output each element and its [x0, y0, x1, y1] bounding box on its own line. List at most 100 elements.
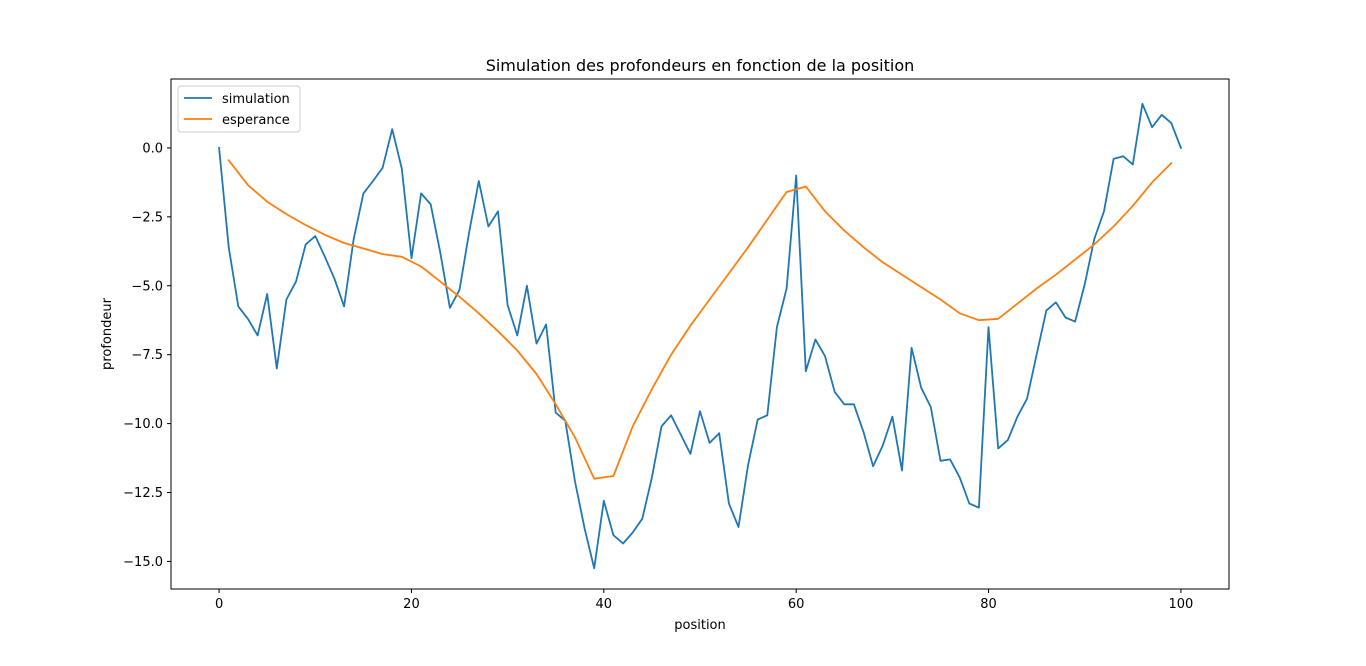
- data-point-esperance: [920, 286, 922, 288]
- data-point-esperance: [632, 425, 634, 427]
- data-point-simulation: [1007, 439, 1009, 441]
- y-tick-label: 0.0: [142, 141, 163, 156]
- data-point-esperance: [574, 436, 576, 438]
- y-axis-label: profondeur: [100, 297, 115, 370]
- data-point-esperance: [959, 312, 961, 314]
- data-point-simulation: [728, 503, 730, 505]
- y-tick-label: −2.5: [131, 210, 163, 225]
- data-point-simulation: [1026, 398, 1028, 400]
- data-point-simulation: [334, 278, 336, 280]
- data-point-esperance: [805, 186, 807, 188]
- data-point-esperance: [382, 253, 384, 255]
- data-point-simulation: [516, 334, 518, 336]
- data-point-esperance: [1016, 303, 1018, 305]
- data-point-simulation: [612, 534, 614, 536]
- data-point-simulation: [882, 445, 884, 447]
- data-point-simulation: [766, 414, 768, 416]
- y-tick-label: −10.0: [123, 417, 163, 432]
- data-point-esperance: [266, 201, 268, 203]
- data-point-esperance: [843, 230, 845, 232]
- data-point-esperance: [901, 274, 903, 276]
- data-point-esperance: [1055, 274, 1057, 276]
- plot-area-frame: [170, 78, 1230, 590]
- data-point-simulation: [891, 416, 893, 418]
- data-point-simulation: [449, 307, 451, 309]
- data-point-simulation: [978, 507, 980, 509]
- data-point-simulation: [382, 167, 384, 169]
- data-point-esperance: [343, 242, 345, 244]
- data-point-esperance: [1093, 243, 1095, 245]
- data-point-simulation: [391, 128, 393, 130]
- data-point-simulation: [603, 500, 605, 502]
- data-point-simulation: [276, 368, 278, 370]
- data-point-simulation: [218, 147, 220, 149]
- data-point-simulation: [940, 460, 942, 462]
- data-point-simulation: [468, 231, 470, 233]
- chart-title: Simulation des profondeurs en fonction d…: [486, 56, 915, 75]
- data-point-simulation: [459, 289, 461, 291]
- data-point-esperance: [247, 184, 249, 186]
- data-point-esperance: [285, 213, 287, 215]
- data-point-esperance: [1036, 288, 1038, 290]
- data-point-simulation: [805, 370, 807, 372]
- data-point-simulation: [920, 387, 922, 389]
- data-point-simulation: [776, 326, 778, 328]
- x-axis: 0 20 40 60 80 100: [215, 589, 1193, 612]
- data-point-simulation: [1161, 114, 1163, 116]
- data-point-simulation: [747, 464, 749, 466]
- data-point-esperance: [401, 256, 403, 258]
- x-tick-label: 40: [596, 597, 613, 612]
- y-tick-label: −15.0: [123, 555, 163, 570]
- data-point-esperance: [863, 246, 865, 248]
- x-tick-label: 20: [403, 597, 420, 612]
- data-point-esperance: [940, 299, 942, 301]
- data-point-simulation: [632, 532, 634, 534]
- data-point-simulation: [536, 343, 538, 345]
- data-point-simulation: [1180, 147, 1182, 149]
- data-point-simulation: [959, 476, 961, 478]
- data-point-simulation: [786, 288, 788, 290]
- data-point-simulation: [757, 419, 759, 421]
- data-point-simulation: [497, 210, 499, 212]
- legend: simulation esperance: [177, 85, 301, 133]
- data-point-simulation: [237, 305, 239, 307]
- data-point-esperance: [689, 325, 691, 327]
- data-point-simulation: [651, 476, 653, 478]
- data-point-esperance: [478, 312, 480, 314]
- data-point-simulation: [1151, 126, 1153, 128]
- data-point-simulation: [699, 410, 701, 412]
- data-point-simulation: [478, 180, 480, 182]
- data-point-simulation: [834, 391, 836, 393]
- x-tick-label: 80: [980, 597, 997, 612]
- data-point-esperance: [824, 210, 826, 212]
- data-point-simulation: [689, 453, 691, 455]
- x-tick-label: 0: [215, 597, 223, 612]
- data-point-simulation: [949, 458, 951, 460]
- data-point-simulation: [247, 318, 249, 320]
- y-tick-label: −12.5: [123, 486, 163, 501]
- data-point-esperance: [497, 330, 499, 332]
- y-axis: 0.0 −2.5 −5.0 −7.5 −10.0 −12.5 −15.0: [123, 141, 171, 570]
- data-point-esperance: [612, 475, 614, 477]
- data-point-simulation: [1132, 164, 1134, 166]
- data-point-esperance: [593, 478, 595, 480]
- data-point-esperance: [362, 248, 364, 250]
- data-point-simulation: [362, 192, 364, 194]
- data-point-esperance: [516, 350, 518, 352]
- data-point-simulation: [487, 226, 489, 228]
- data-point-esperance: [728, 272, 730, 274]
- data-point-esperance: [651, 388, 653, 390]
- x-axis-label: position: [674, 618, 726, 633]
- legend-label-esperance: esperance: [222, 113, 290, 128]
- data-point-simulation: [1016, 416, 1018, 418]
- data-point-simulation: [843, 403, 845, 405]
- data-point-esperance: [882, 261, 884, 263]
- data-point-simulation: [1113, 158, 1115, 160]
- data-point-simulation: [343, 305, 345, 307]
- data-point-simulation: [555, 412, 557, 414]
- data-point-simulation: [574, 481, 576, 483]
- data-point-simulation: [1141, 103, 1143, 105]
- data-point-esperance: [1074, 259, 1076, 261]
- data-point-simulation: [545, 323, 547, 325]
